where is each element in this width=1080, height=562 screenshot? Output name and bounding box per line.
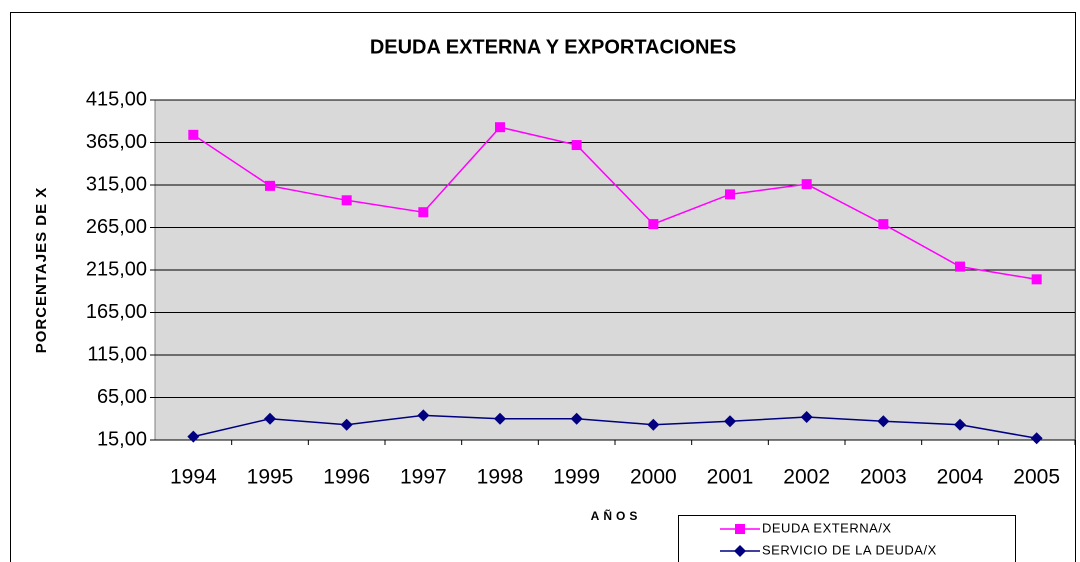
x-tick-label: 2003	[860, 466, 907, 489]
marker	[955, 261, 965, 272]
series-line	[193, 414, 1037, 440]
marker	[1031, 274, 1042, 285]
marker	[570, 412, 583, 425]
x-tick-label: 1995	[247, 466, 294, 489]
x-tick-label: 2000	[630, 466, 677, 489]
legend-label: SERVICIO DE LA DEUDA/X	[762, 542, 937, 557]
marker	[571, 140, 582, 151]
series-line	[192, 126, 1037, 281]
x-tick-label: 1994	[170, 466, 217, 489]
y-tick-label: 15,00	[97, 428, 147, 450]
marker	[188, 129, 199, 140]
marker	[877, 415, 890, 428]
x-tick-label: 1996	[323, 466, 370, 489]
x-tick-label: 1999	[553, 466, 600, 489]
x-tick-label: 2001	[707, 466, 754, 489]
marker	[341, 195, 352, 206]
marker	[725, 189, 735, 200]
marker	[418, 207, 429, 218]
marker	[340, 418, 353, 431]
y-tick-label: 415,00	[86, 88, 147, 110]
y-tick-label: 315,00	[86, 173, 147, 195]
marker	[878, 219, 889, 230]
marker	[724, 415, 736, 428]
marker	[954, 418, 966, 431]
y-axis-label: PORCENTAJES DE X	[33, 187, 50, 354]
x-tick-label: 2002	[783, 466, 830, 489]
y-tick-label: 365,00	[86, 131, 147, 153]
marker	[187, 430, 200, 443]
x-tick-label: 1998	[477, 466, 524, 489]
marker	[647, 418, 660, 431]
marker	[800, 411, 813, 424]
y-tick-label: 215,00	[86, 258, 147, 280]
marker	[417, 409, 430, 422]
x-tick-label: 2005	[1013, 466, 1060, 489]
marker	[1030, 432, 1043, 445]
marker	[264, 412, 276, 425]
marker	[494, 412, 506, 425]
x-axis-label: AÑOS	[591, 508, 642, 523]
y-tick-label: 265,00	[86, 216, 147, 238]
y-tick-label: 115,00	[87, 343, 147, 365]
legend-box	[678, 515, 1016, 562]
y-tick-label: 165,00	[86, 301, 147, 323]
chart-title: DEUDA EXTERNA Y EXPORTACIONES	[370, 36, 736, 58]
marker	[735, 524, 745, 534]
y-tick-label: 65,00	[97, 386, 147, 408]
x-tick-label: 2004	[937, 466, 984, 489]
marker	[801, 179, 812, 190]
marker	[495, 122, 505, 133]
x-tick-label: 1997	[400, 466, 447, 489]
marker	[734, 545, 746, 557]
marker	[265, 180, 275, 191]
legend-label: DEUDA EXTERNA/X	[762, 520, 892, 535]
marker	[648, 219, 659, 230]
